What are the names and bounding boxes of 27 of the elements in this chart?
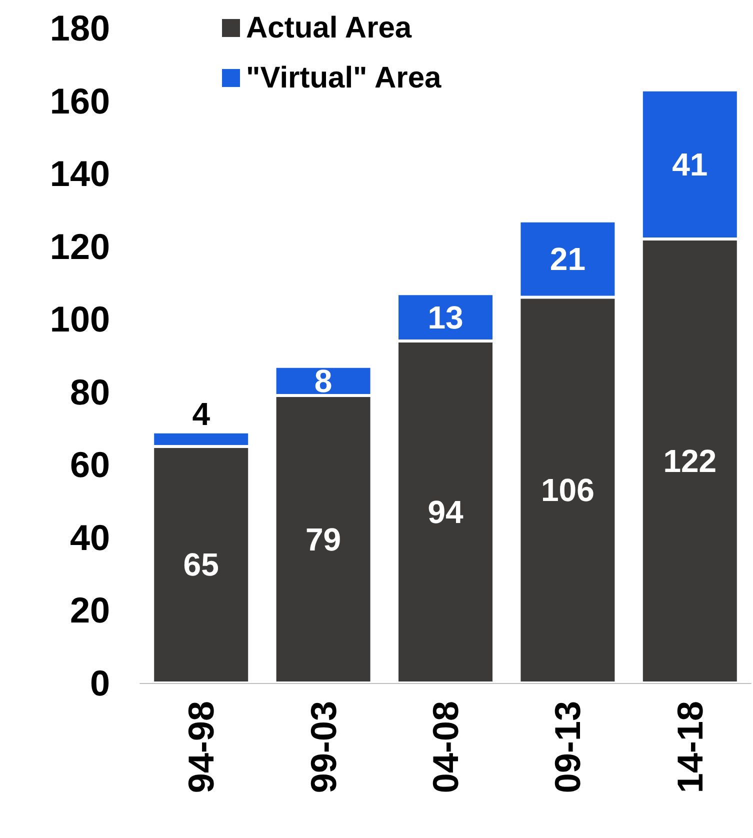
x-tick-label: 04-08 <box>425 701 466 794</box>
data-label: 8 <box>314 362 332 399</box>
data-label: 106 <box>541 472 594 508</box>
x-tick-label: 14-18 <box>669 701 710 794</box>
y-tick-label: 20 <box>70 590 110 631</box>
data-label: 65 <box>183 546 219 583</box>
y-tick-label: 0 <box>90 662 110 704</box>
y-tick-label: 100 <box>50 298 110 340</box>
data-label: 13 <box>428 299 464 336</box>
legend-label: Actual Area <box>246 12 412 44</box>
legend-label: "Virtual" Area <box>246 62 442 94</box>
data-label: 79 <box>306 521 342 558</box>
x-tick-label: 94-98 <box>180 701 222 794</box>
data-label: 94 <box>428 494 464 530</box>
y-tick-label: 120 <box>50 226 110 267</box>
x-tick-label: 99-03 <box>302 701 344 794</box>
y-tick-label: 40 <box>70 516 110 558</box>
y-tick-label: 160 <box>50 80 110 122</box>
data-label: 41 <box>672 146 708 182</box>
data-label: 4 <box>192 396 210 432</box>
y-tick-label: 180 <box>50 8 110 48</box>
y-tick-label: 80 <box>70 371 110 412</box>
y-tick-label: 60 <box>70 444 110 486</box>
data-label: 122 <box>663 443 717 480</box>
data-label: 21 <box>550 241 586 278</box>
x-tick-label: 09-13 <box>547 701 588 794</box>
y-tick-label: 140 <box>50 153 110 194</box>
